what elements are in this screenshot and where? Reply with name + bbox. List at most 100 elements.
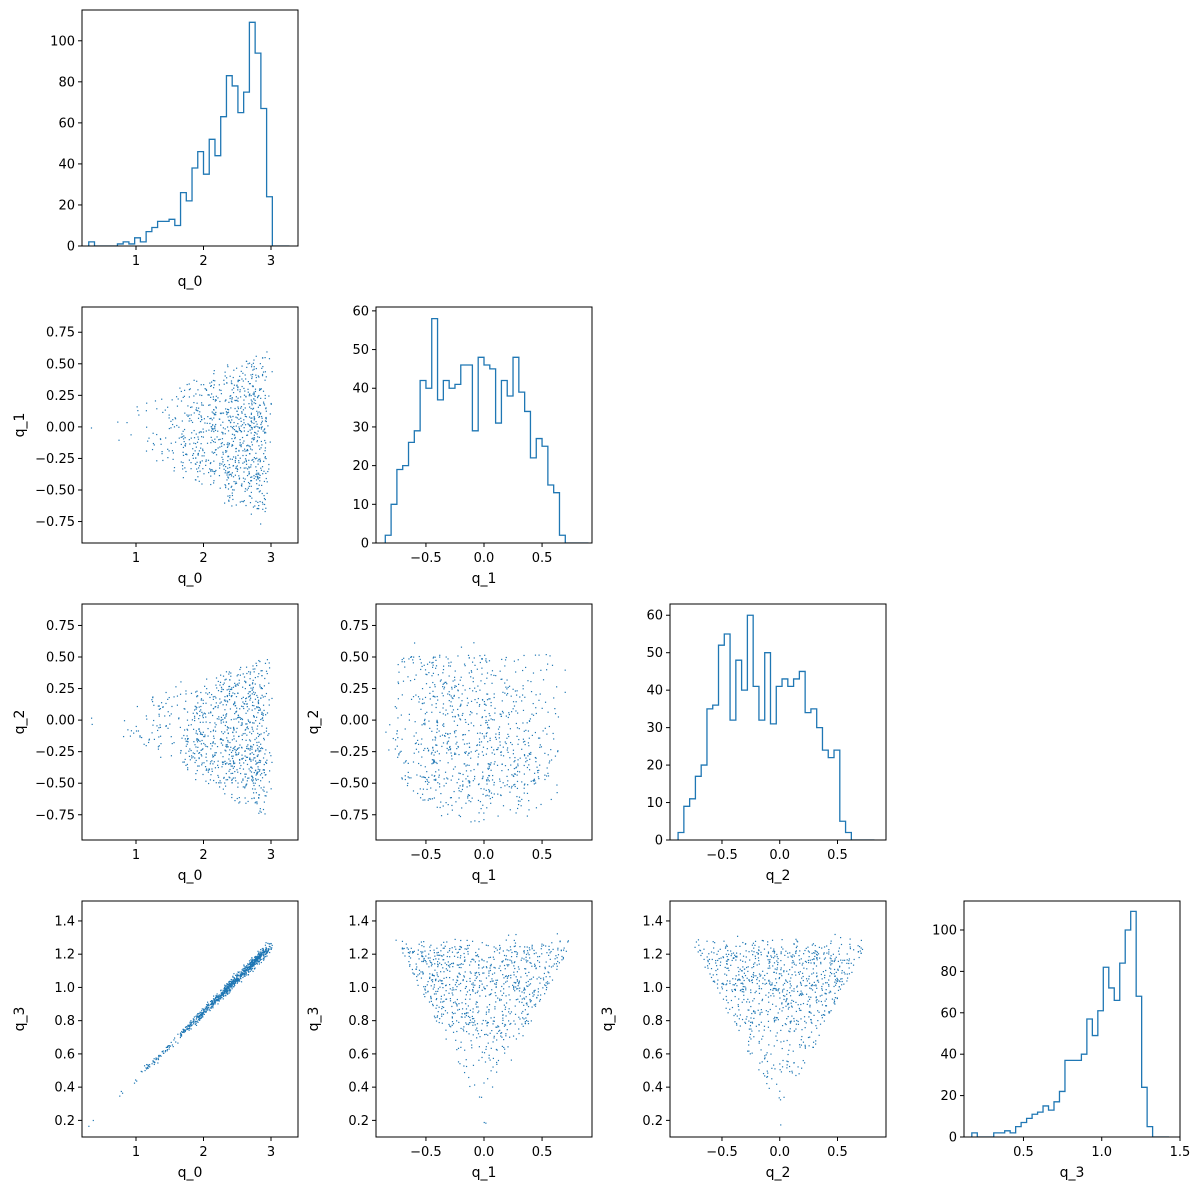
plot-area — [90, 351, 273, 525]
scatter-point — [185, 690, 187, 692]
scatter-point — [260, 670, 262, 672]
scatter-point — [411, 968, 414, 971]
scatter-point — [250, 366, 253, 368]
scatter-point — [202, 448, 204, 450]
scatter-point — [474, 750, 477, 752]
scatter-point — [449, 997, 452, 1000]
scatter-point — [432, 759, 434, 761]
scatter-point — [237, 979, 239, 981]
scatter-point — [435, 993, 437, 995]
scatter-point — [235, 399, 237, 402]
scatter-point — [234, 460, 236, 462]
scatter-point — [230, 473, 232, 475]
scatter-point — [249, 757, 251, 759]
scatter-point — [253, 437, 256, 439]
scatter-point — [510, 787, 513, 789]
scatter-point — [485, 753, 488, 755]
scatter-point — [455, 1002, 457, 1005]
scatter-point — [446, 747, 448, 750]
scatter-point — [455, 736, 457, 738]
scatter-point — [195, 1022, 197, 1024]
scatter-point — [204, 735, 206, 738]
scatter-point — [267, 734, 269, 736]
histogram-bin — [409, 442, 415, 543]
scatter-point — [489, 739, 491, 742]
scatter-point — [505, 955, 508, 957]
scatter-point — [461, 1008, 464, 1010]
scatter-point — [244, 967, 246, 969]
scatter-point — [230, 380, 233, 382]
scatter-point — [234, 748, 236, 751]
scatter-point — [205, 389, 208, 391]
scatter-point — [254, 956, 256, 958]
x-tick-label: 0.5 — [532, 551, 553, 566]
scatter-point — [544, 966, 546, 968]
scatter-point — [397, 681, 399, 683]
scatter-point — [528, 737, 530, 739]
scatter-point — [187, 741, 189, 743]
scatter-point — [420, 971, 422, 973]
scatter-point — [228, 690, 231, 692]
histogram-bin — [822, 750, 828, 840]
scatter-point — [228, 692, 231, 695]
scatter-point — [172, 1045, 174, 1048]
scatter-point — [225, 671, 228, 673]
scatter-point — [195, 409, 197, 411]
scatter-point — [481, 959, 483, 961]
scatter-point — [475, 1001, 478, 1003]
scatter-point — [212, 398, 214, 401]
scatter-point — [497, 793, 499, 795]
scatter-point — [462, 739, 464, 741]
scatter-point — [242, 409, 245, 411]
scatter-point — [504, 1008, 506, 1010]
scatter-point — [237, 971, 239, 973]
scatter-point — [159, 1054, 161, 1057]
scatter-point — [120, 1090, 122, 1093]
scatter-point — [514, 773, 516, 775]
scatter-point — [431, 798, 434, 800]
scatter-point — [182, 451, 184, 453]
scatter-point — [249, 963, 251, 965]
scatter-point — [206, 1008, 209, 1010]
axes-frame — [81, 9, 299, 247]
scatter-point — [268, 704, 270, 706]
scatter-point — [439, 656, 441, 658]
scatter-point — [182, 396, 184, 399]
scatter-point — [226, 985, 228, 988]
scatter-point — [235, 753, 237, 755]
scatter-point — [236, 675, 238, 677]
scatter-point — [487, 693, 489, 695]
scatter-point — [248, 472, 250, 474]
scatter-point — [195, 446, 197, 448]
scatter-point — [243, 403, 245, 405]
scatter-point — [518, 1001, 521, 1003]
scatter-point — [500, 1035, 502, 1037]
scatter-point — [510, 1011, 513, 1013]
scatter-point — [236, 430, 238, 433]
scatter-point — [474, 775, 476, 778]
scatter-point — [552, 732, 554, 735]
scatter-point — [506, 949, 508, 951]
scatter-point — [227, 366, 229, 368]
scatter-point — [518, 983, 520, 985]
scatter-point — [245, 712, 247, 714]
scatter-point — [233, 986, 235, 988]
scatter-point — [203, 712, 206, 714]
scatter-point — [465, 770, 468, 772]
scatter-point — [537, 956, 539, 958]
scatter-point — [514, 967, 516, 970]
scatter-point — [252, 722, 254, 724]
scatter-point — [459, 772, 461, 775]
scatter-point — [816, 1002, 818, 1004]
scatter-point — [410, 698, 413, 700]
scatter-point — [135, 725, 137, 728]
scatter-point — [236, 977, 238, 979]
scatter-point — [445, 732, 447, 734]
scatter-point — [235, 980, 237, 982]
scatter-point — [502, 712, 504, 714]
scatter-point — [844, 973, 846, 975]
histogram-bin — [186, 201, 192, 246]
scatter-point — [259, 460, 261, 462]
scatter-point — [424, 988, 426, 990]
scatter-point — [209, 422, 211, 425]
